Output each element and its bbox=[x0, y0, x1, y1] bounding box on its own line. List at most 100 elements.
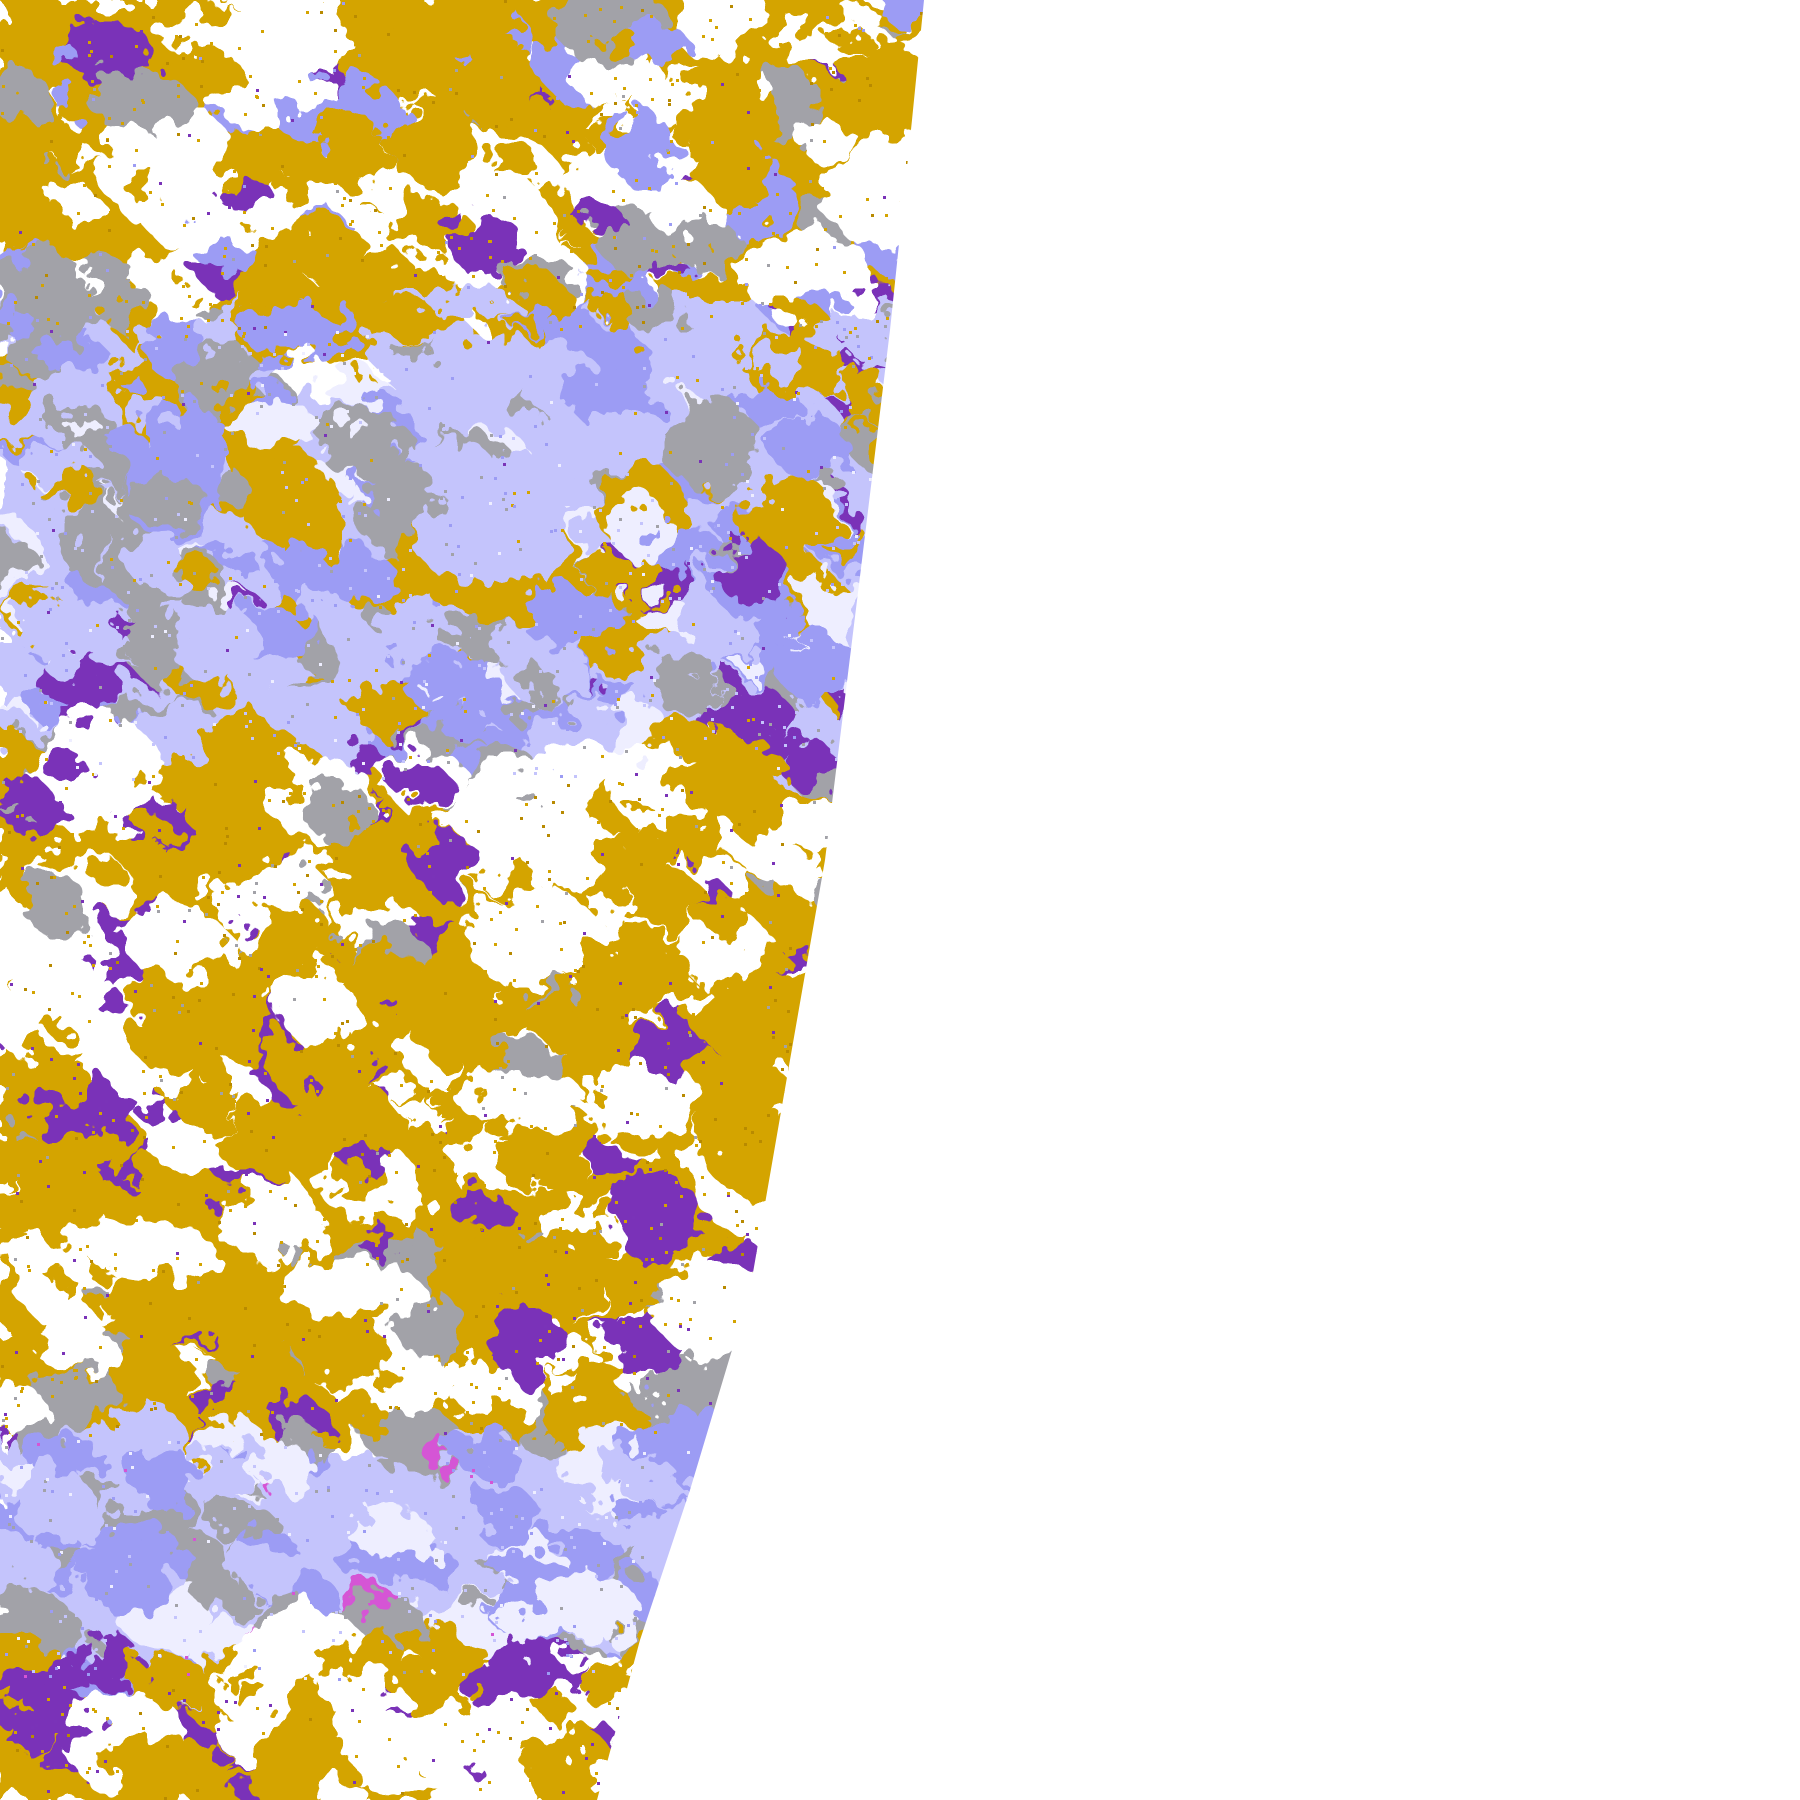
cloud-patch-high-cloud-purple bbox=[800, 1245, 854, 1291]
cloud-pixel bbox=[5, 1494, 8, 1497]
cloud-pixel bbox=[687, 293, 690, 296]
cloud-patch-low-cloud-gold bbox=[828, 28, 870, 48]
cloud-pixel bbox=[590, 716, 593, 719]
cloud-pixel bbox=[155, 1775, 158, 1778]
cloud-pixel bbox=[737, 1381, 740, 1384]
cloud-pixel bbox=[319, 663, 322, 666]
cloud-pixel bbox=[193, 400, 196, 403]
cloud-pixel bbox=[323, 998, 326, 1001]
cloud-pixel bbox=[831, 1322, 834, 1325]
cloud-pixel bbox=[673, 1587, 676, 1590]
cloud-pixel bbox=[634, 412, 637, 415]
cloud-pixel bbox=[422, 706, 425, 709]
cloud-pixel bbox=[1, 49, 4, 52]
cloud-pixel bbox=[236, 1337, 239, 1340]
cloud-pixel bbox=[535, 231, 538, 234]
cloud-pixel bbox=[942, 182, 945, 185]
cloud-pixel bbox=[681, 1263, 684, 1266]
cloud-patch-low-cloud-gold bbox=[631, 1742, 697, 1778]
cloud-patch-low-cloud-gold bbox=[88, 855, 120, 885]
cloud-patch-low-cloud-gold bbox=[487, 49, 503, 67]
cloud-pixel bbox=[684, 1675, 687, 1678]
cloud-pixel bbox=[550, 530, 553, 533]
cloud-pixel bbox=[409, 594, 412, 597]
cloud-patch-gray bbox=[0, 536, 35, 578]
cloud-pixel bbox=[946, 56, 949, 59]
cloud-pixel bbox=[548, 1546, 551, 1549]
cloud-pixel bbox=[662, 736, 665, 739]
cloud-pixel bbox=[721, 1474, 724, 1477]
cloud-pixel bbox=[681, 327, 684, 330]
cloud-pixel bbox=[772, 1031, 775, 1034]
cloud-patch-gray bbox=[768, 1570, 856, 1660]
cloud-pixel bbox=[730, 5, 733, 8]
cloud-pixel bbox=[747, 1585, 750, 1588]
cloud-pixel bbox=[65, 669, 68, 672]
cloud-pixel bbox=[446, 751, 449, 754]
cloud-pixel bbox=[140, 1335, 143, 1338]
cloud-pixel bbox=[233, 1100, 236, 1103]
cloud-pixel bbox=[593, 506, 596, 509]
cloud-pixel bbox=[109, 719, 112, 722]
cloud-pixel bbox=[16, 1192, 19, 1195]
cloud-pixel bbox=[373, 893, 376, 896]
cloud-patch-low-cloud-gold bbox=[328, 108, 362, 140]
cloud-pixel bbox=[382, 809, 385, 812]
cloud-pixel bbox=[261, 30, 264, 33]
cloud-pixel bbox=[779, 1739, 782, 1742]
cloud-pixel bbox=[77, 1440, 80, 1443]
cloud-pixel bbox=[92, 98, 95, 101]
cloud-pixel bbox=[243, 185, 246, 188]
cloud-pixel bbox=[376, 1152, 379, 1155]
cloud-patch-low-cloud-gold bbox=[871, 799, 893, 821]
cloud-pixel bbox=[224, 247, 227, 250]
cloud-pixel bbox=[104, 1760, 107, 1763]
cloud-pixel bbox=[339, 1517, 342, 1520]
cloud-pixel bbox=[942, 131, 945, 134]
cloud-patch-pale-lavender bbox=[893, 1460, 924, 1490]
cloud-patch-low-cloud-gold bbox=[925, 1230, 961, 1248]
cloud-pixel bbox=[9, 803, 12, 806]
cloud-pixel bbox=[795, 1125, 798, 1128]
cloud-pixel bbox=[613, 20, 616, 23]
cloud-pixel bbox=[177, 84, 180, 87]
cloud-pixel bbox=[368, 741, 371, 744]
cloud-pixel bbox=[892, 1048, 895, 1051]
cloud-pixel bbox=[815, 325, 818, 328]
cloud-pixel bbox=[195, 23, 198, 26]
cloud-pixel bbox=[629, 572, 632, 575]
cloud-pixel bbox=[877, 1138, 880, 1141]
cloud-pixel bbox=[203, 673, 206, 676]
cloud-pixel bbox=[187, 1010, 190, 1013]
cloud-pixel bbox=[164, 630, 167, 633]
cloud-pixel bbox=[283, 461, 286, 464]
cloud-patch-low-cloud-gold bbox=[868, 1282, 924, 1356]
cloud-pixel bbox=[203, 1140, 206, 1143]
cloud-pixel bbox=[932, 1004, 935, 1007]
cloud-pixel bbox=[593, 1232, 596, 1235]
cloud-pixel bbox=[643, 237, 646, 240]
cloud-pixel bbox=[825, 32, 828, 35]
cloud-pixel bbox=[863, 626, 866, 629]
cloud-pixel bbox=[56, 322, 59, 325]
cloud-patch-low-cloud-gold bbox=[930, 796, 966, 832]
cloud-pixel bbox=[238, 327, 241, 330]
cloud-pixel bbox=[281, 1598, 284, 1601]
cloud-pixel bbox=[89, 316, 92, 319]
cloud-pixel bbox=[217, 903, 220, 906]
cloud-pixel bbox=[734, 630, 737, 633]
cloud-pixel bbox=[530, 1159, 533, 1162]
cloud-pixel bbox=[110, 55, 113, 58]
cloud-pixel bbox=[745, 892, 748, 895]
cloud-patch-lavender bbox=[855, 593, 919, 653]
cloud-pixel bbox=[499, 1067, 502, 1070]
cloud-pixel bbox=[335, 1399, 338, 1402]
cloud-pixel bbox=[570, 1536, 573, 1539]
cloud-pixel bbox=[429, 1614, 432, 1617]
cloud-patch-low-cloud-gold bbox=[690, 128, 768, 198]
cloud-pixel bbox=[256, 89, 259, 92]
cloud-pixel bbox=[870, 1274, 873, 1277]
cloud-pixel bbox=[42, 1345, 45, 1348]
cloud-pixel bbox=[556, 97, 559, 100]
cloud-pixel bbox=[884, 325, 887, 328]
